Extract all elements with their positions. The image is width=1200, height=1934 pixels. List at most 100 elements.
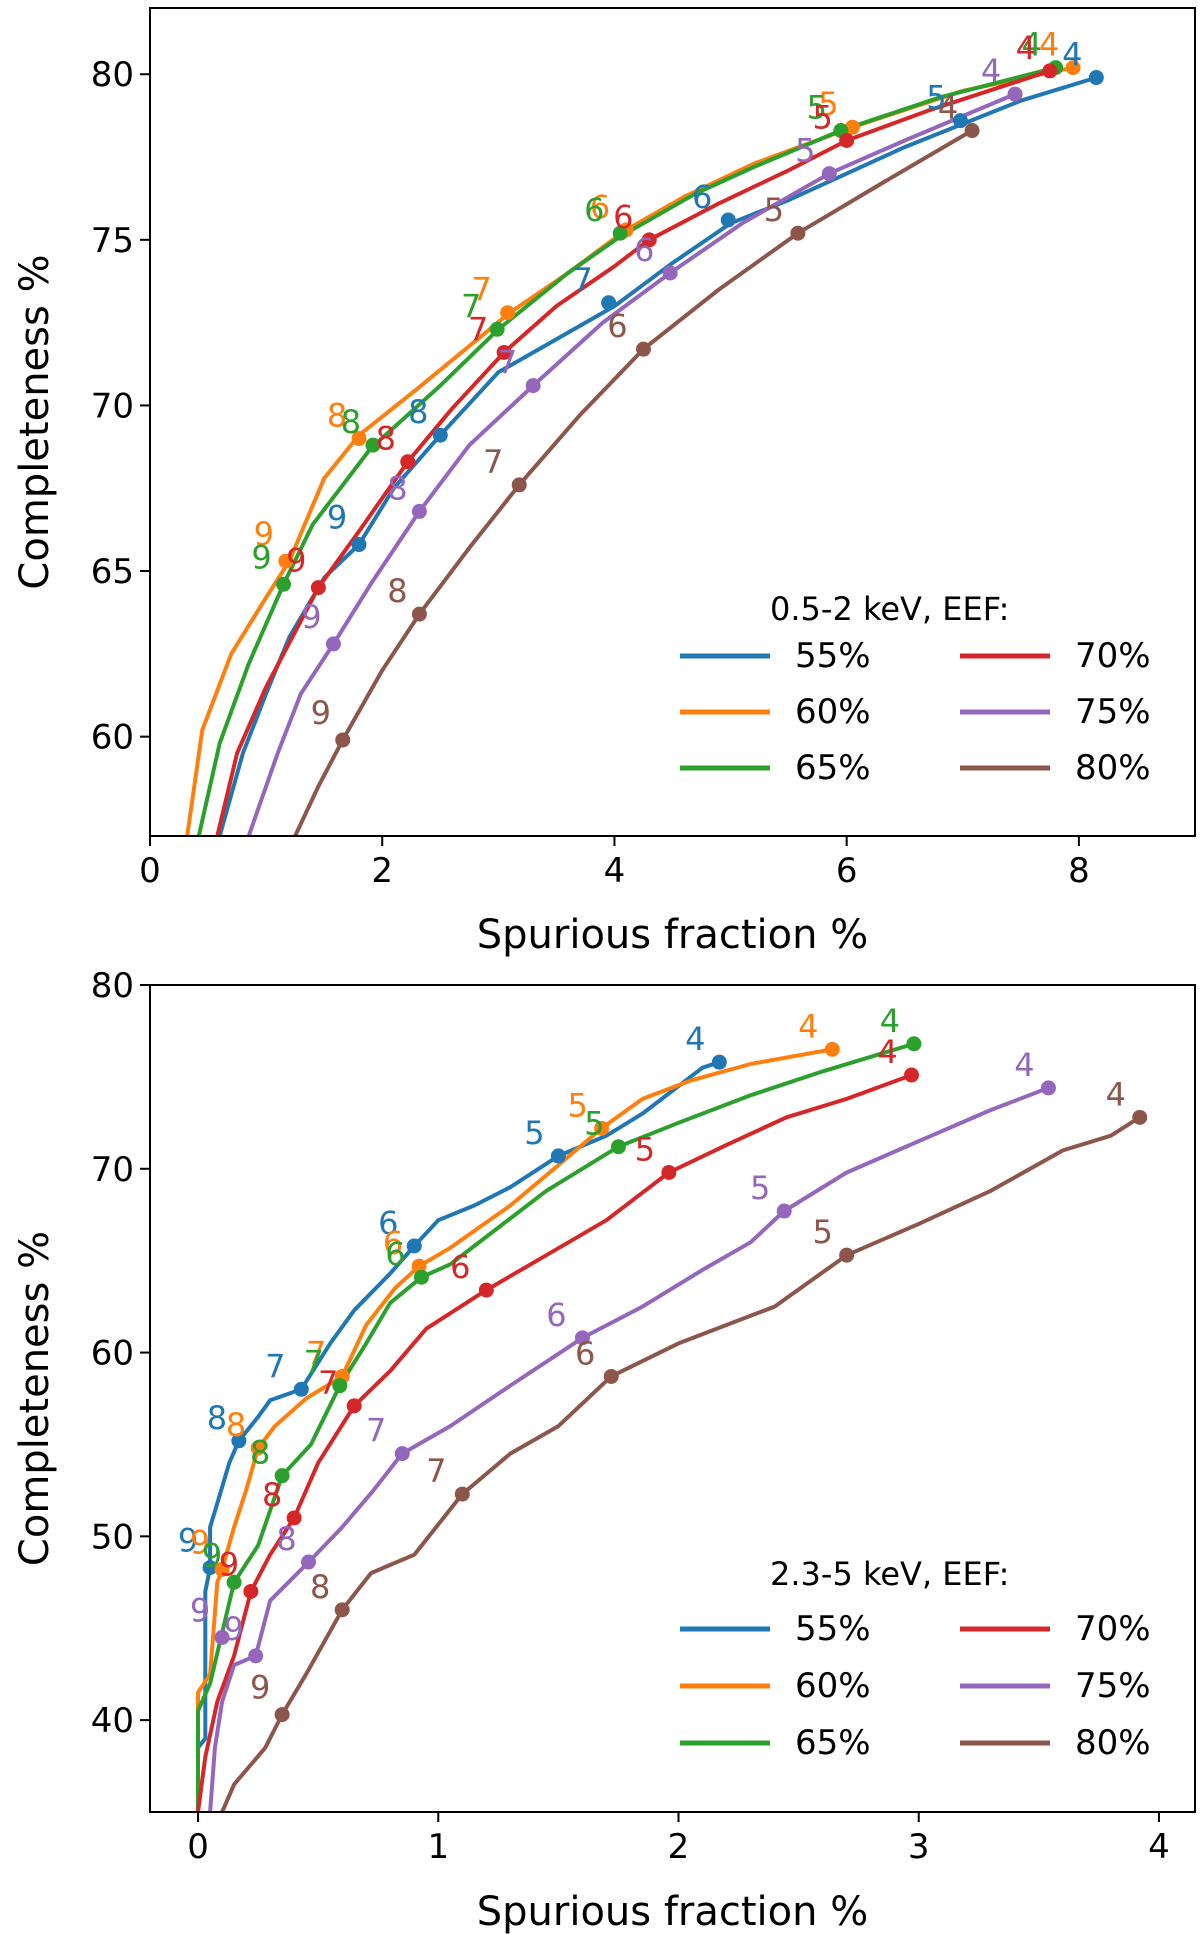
data-point-label: 6 xyxy=(378,1204,398,1242)
legend: 0.5-2 keV, EEF: 55% 60% 65% 70% 75% 80% xyxy=(680,590,1151,788)
data-point-label: 4 xyxy=(1106,1075,1126,1113)
data-point-marker xyxy=(274,1468,290,1484)
y-tick-label: 80 xyxy=(91,55,134,95)
data-point-marker xyxy=(906,1036,922,1052)
y-tick-label: 50 xyxy=(91,1517,134,1557)
data-point-marker xyxy=(413,1269,429,1285)
data-point-label: 7 xyxy=(318,1364,338,1402)
data-point-label: 5 xyxy=(926,79,946,117)
data-point-marker xyxy=(1040,1080,1056,1096)
data-point-label: 9 xyxy=(250,1669,270,1707)
data-point-marker xyxy=(325,636,341,652)
data-point-label: 9 xyxy=(178,1522,198,1560)
data-point-marker xyxy=(603,1368,619,1384)
x-tick-label: 8 xyxy=(1068,851,1090,891)
x-tick-label: 0 xyxy=(139,851,161,891)
data-point-marker xyxy=(612,225,628,241)
y-tick-label: 40 xyxy=(91,1701,134,1741)
data-point-marker xyxy=(790,225,806,241)
data-point-marker xyxy=(432,427,448,443)
data-point-marker xyxy=(351,537,367,553)
data-point-label: 6 xyxy=(383,1224,403,1262)
data-point-marker xyxy=(839,132,855,148)
data-point-label: 7 xyxy=(366,1412,386,1450)
legend-label: 60% xyxy=(795,1666,871,1706)
data-point-label: 4 xyxy=(981,52,1001,90)
data-point-label: 8 xyxy=(387,572,407,610)
data-point-label: 8 xyxy=(262,1476,282,1514)
data-point-label: 4 xyxy=(877,1033,897,1071)
data-point-marker xyxy=(839,1247,855,1263)
data-point-label: 5 xyxy=(818,85,838,123)
data-point-marker xyxy=(250,1440,266,1456)
data-point-marker xyxy=(500,305,516,321)
data-point-marker xyxy=(454,1486,470,1502)
y-tick-label: 60 xyxy=(91,718,134,758)
data-point-label: 8 xyxy=(276,1520,296,1558)
x-tick-label: 0 xyxy=(187,1827,209,1867)
y-tick-label: 75 xyxy=(91,221,134,261)
legend-title: 0.5-2 keV, EEF: xyxy=(770,590,1009,628)
data-point-label: 6 xyxy=(692,178,712,216)
data-point-marker xyxy=(635,341,651,357)
data-point-label: 5 xyxy=(812,98,832,136)
data-point-marker xyxy=(574,1330,590,1346)
data-point-label: 9 xyxy=(190,1591,210,1629)
data-point-label: 5 xyxy=(567,1086,587,1124)
series-line-80pct xyxy=(220,1115,1142,1812)
legend-label: 70% xyxy=(1075,636,1151,676)
y-tick-label: 70 xyxy=(91,1150,134,1190)
data-point-label: 8 xyxy=(207,1399,227,1437)
x-axis-label: Spurious fraction % xyxy=(477,912,868,958)
data-point-label: 5 xyxy=(795,132,815,170)
x-tick-label: 4 xyxy=(1148,1827,1170,1867)
data-point-label: 4 xyxy=(1039,26,1059,64)
series-line-70pct xyxy=(215,68,1052,836)
x-tick-label: 6 xyxy=(836,851,858,891)
data-point-marker xyxy=(601,295,617,311)
data-point-label: 7 xyxy=(426,1452,446,1490)
data-point-label: 7 xyxy=(497,344,517,382)
x-axis-label: Spurious fraction % xyxy=(477,1889,868,1934)
data-point-marker xyxy=(1042,63,1058,79)
data-point-label: 5 xyxy=(807,89,827,127)
data-point-label: 4 xyxy=(685,1020,705,1058)
data-point-label: 4 xyxy=(880,1002,900,1040)
data-point-label: 9 xyxy=(202,1536,222,1574)
data-point-label: 7 xyxy=(304,1344,324,1382)
data-point-label: 7 xyxy=(572,261,592,299)
data-point-marker xyxy=(406,1238,422,1254)
data-point-label: 5 xyxy=(524,1114,544,1152)
data-point-marker xyxy=(525,378,541,394)
data-point-label: 9 xyxy=(251,538,271,576)
data-point-marker xyxy=(661,1164,677,1180)
data-point-marker xyxy=(511,477,527,493)
data-point-label: 7 xyxy=(471,271,491,309)
data-point-marker xyxy=(334,1602,350,1618)
data-point-marker xyxy=(641,232,657,248)
legend: 2.3-5 keV, EEF: 55% 60% 65% 70% 75% 80% xyxy=(680,1555,1151,1763)
data-point-marker xyxy=(489,321,505,337)
legend-label: 65% xyxy=(795,1723,871,1763)
data-point-label: 5 xyxy=(812,1213,832,1251)
data-point-marker xyxy=(1065,60,1081,76)
data-point-marker xyxy=(214,1561,230,1577)
data-point-label: 5 xyxy=(764,191,784,229)
data-point-label: 6 xyxy=(613,198,633,236)
data-point-label: 8 xyxy=(310,1568,330,1606)
axes-frame xyxy=(149,984,1196,1813)
data-point-marker xyxy=(202,1560,218,1576)
data-point-marker xyxy=(335,732,351,748)
data-point-marker xyxy=(496,344,512,360)
data-point-label: 9 xyxy=(327,499,347,537)
series-line-55pct xyxy=(217,75,1099,836)
y-tick-label: 70 xyxy=(91,386,134,426)
data-point-label: 9 xyxy=(286,542,306,580)
data-point-label: 4 xyxy=(1021,26,1041,64)
data-point-label: 7 xyxy=(306,1334,326,1372)
series-line-55pct xyxy=(196,1060,722,1812)
series-line-75pct xyxy=(246,92,1017,836)
data-point-label: 6 xyxy=(546,1296,566,1334)
data-point-marker xyxy=(821,166,837,182)
